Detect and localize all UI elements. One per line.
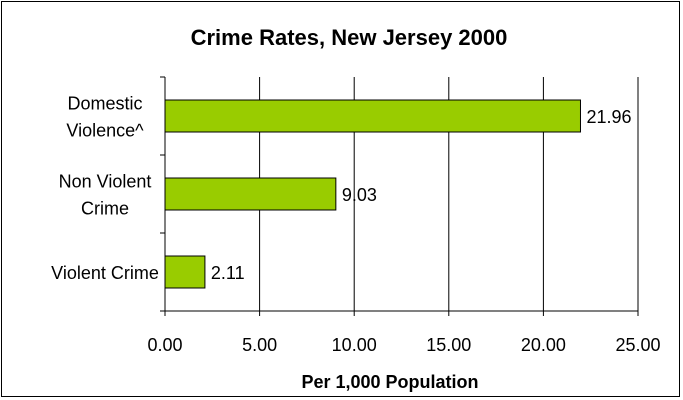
plot-area: 0.00 5.00 10.00 15.00 20.00 25.00 21.96 Domesti… <box>51 76 661 355</box>
category-label-line: Crime <box>81 199 129 219</box>
data-label: 2.11 <box>211 263 245 283</box>
data-label: 21.96 <box>586 107 631 127</box>
chart-title: Crime Rates, New Jersey 2000 <box>191 25 508 50</box>
x-tick-label: 5.00 <box>242 335 277 355</box>
x-tick-label: 25.00 <box>615 335 660 355</box>
data-label: 9.03 <box>342 185 377 205</box>
category-label-line: Domestic <box>67 94 142 114</box>
x-axis-title: Per 1,000 Population <box>301 372 478 392</box>
bar <box>164 99 581 133</box>
bar <box>164 255 206 289</box>
x-tick-label: 10.00 <box>332 335 377 355</box>
category-label: Non Violent Crime <box>59 172 152 219</box>
x-tick-label: 20.00 <box>521 335 566 355</box>
bar <box>164 177 337 211</box>
category-label-line: Violence^ <box>66 121 144 141</box>
category-label-line: Non Violent <box>59 172 152 192</box>
x-tick-label: 0.00 <box>147 335 182 355</box>
x-tick-label: 15.00 <box>426 335 471 355</box>
category-label: Violent Crime <box>51 263 159 283</box>
category-label: Domestic Violence^ <box>66 94 144 141</box>
category-label-line: Violent Crime <box>51 263 159 283</box>
